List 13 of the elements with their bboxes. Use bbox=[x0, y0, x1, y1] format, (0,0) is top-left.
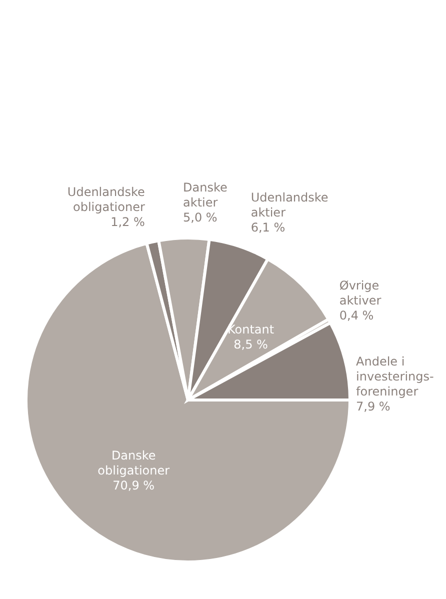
data-label: 0,4 % bbox=[339, 308, 374, 323]
data-label: 6,1 % bbox=[250, 220, 286, 235]
slice-label: Danske aktier bbox=[183, 180, 228, 210]
slice-label: Udenlandske obligationer bbox=[67, 185, 145, 214]
slice-label: Udenlandske aktier bbox=[250, 190, 328, 220]
data-label: 1,2 % bbox=[110, 215, 145, 230]
data-label: 7,9 % bbox=[356, 399, 390, 414]
slice-label: Øvrige aktiver bbox=[339, 278, 382, 308]
data-label: 5,0 % bbox=[183, 210, 218, 224]
slice-label: Andele i investerings-foreninger bbox=[356, 354, 434, 398]
data-label: 70,9 % bbox=[112, 478, 155, 493]
slice-label: Danske obligationer bbox=[98, 448, 170, 478]
data-label: 8,5 % bbox=[234, 337, 268, 352]
